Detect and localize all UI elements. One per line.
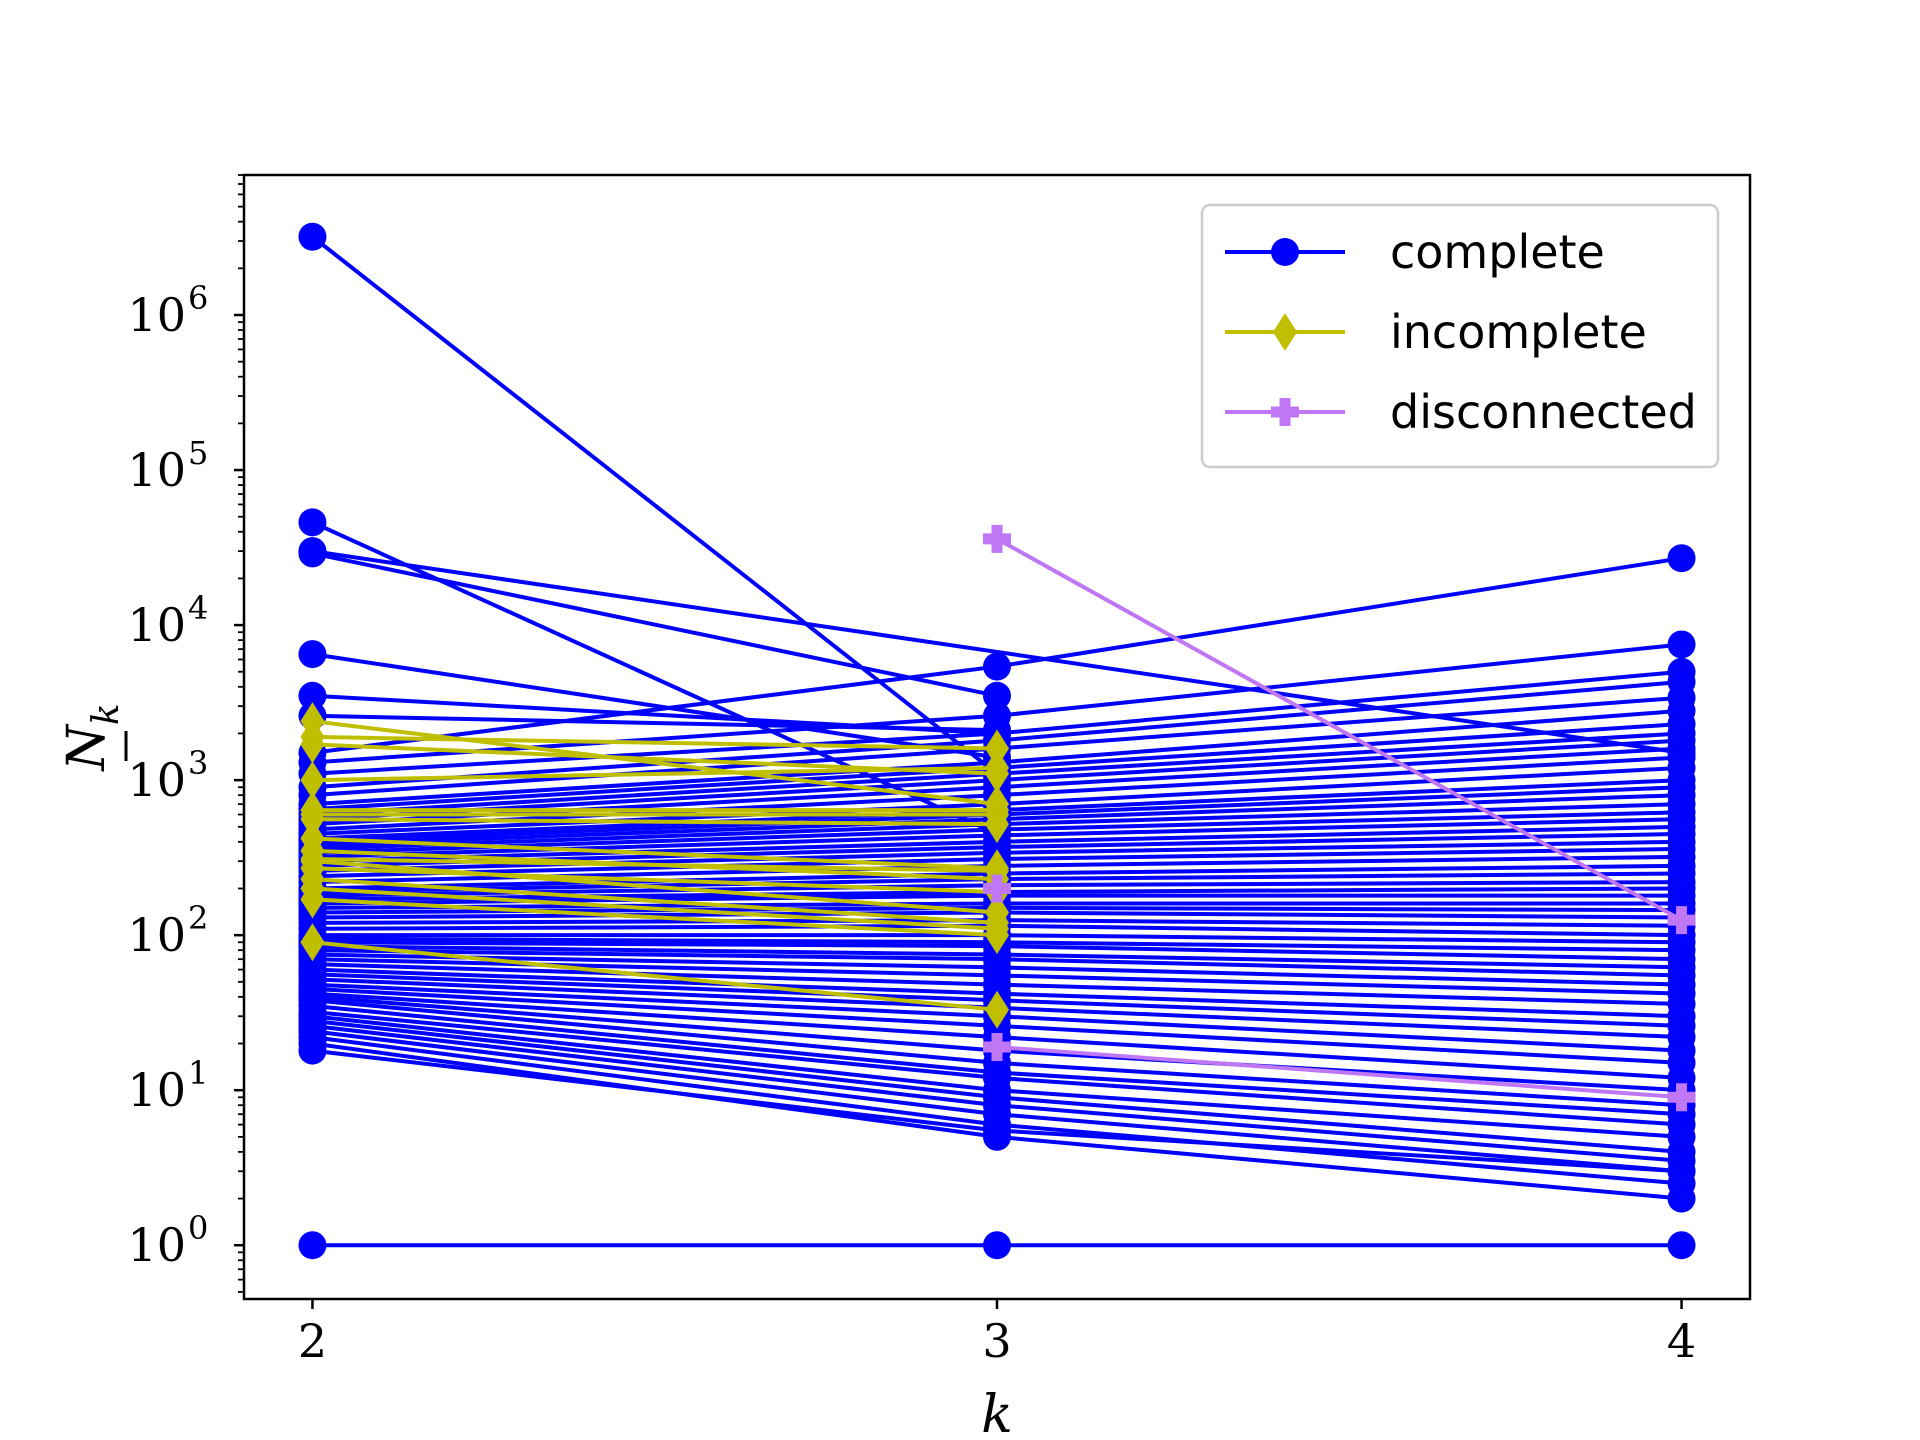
y-tick-exponent: 3 — [188, 744, 208, 782]
incomplete-point — [985, 990, 1009, 1029]
legend: complete incomplete disconnected — [1200, 203, 1720, 469]
complete-point — [298, 1036, 327, 1065]
complete-point — [1667, 1184, 1696, 1213]
complete-series-line — [312, 713, 998, 733]
legend-marker — [1271, 238, 1299, 266]
y-tick-label: 10 — [127, 908, 186, 962]
incomplete-point — [985, 916, 1009, 955]
incomplete-series-line — [312, 836, 998, 871]
y-tick-label: 10 — [127, 753, 186, 807]
incomplete-series-line — [312, 734, 998, 751]
incomplete-series-line — [312, 886, 998, 931]
complete-point — [298, 508, 327, 537]
legend-marker — [1271, 398, 1299, 426]
legend-label: complete — [1390, 225, 1605, 279]
incomplete-series-line — [312, 877, 998, 925]
y-tick-exponent: 2 — [188, 899, 208, 937]
y-tick-exponent: 4 — [188, 589, 208, 627]
y-tick-label: 10 — [127, 288, 186, 342]
y-tick-label: 10 — [127, 1218, 186, 1272]
complete-series-line — [312, 549, 1682, 755]
incomplete-series-line — [312, 856, 998, 873]
y-tick-exponent: 1 — [188, 1054, 208, 1092]
incomplete-series-line — [312, 940, 998, 1012]
complete-point — [983, 652, 1011, 681]
legend-label: incomplete — [1390, 305, 1647, 359]
complete-point — [298, 640, 327, 669]
y-axis-label-main: N — [57, 724, 117, 773]
complete-point — [1667, 630, 1696, 659]
disconnected-series-line — [996, 1044, 1682, 1100]
incomplete-point — [300, 800, 325, 839]
disconnected-point — [983, 874, 1011, 903]
complete-point — [983, 1231, 1011, 1260]
y-tick-exponent: 5 — [188, 434, 208, 472]
y-tick-label: 10 — [127, 1063, 186, 1117]
complete-series-line — [311, 235, 999, 776]
disconnected-series-line — [996, 537, 1683, 922]
x-tick-label: 4 — [1667, 1314, 1696, 1368]
y-tick-exponent: 6 — [188, 279, 208, 317]
incomplete-point — [300, 725, 325, 764]
y-tick-exponent: 0 — [188, 1209, 208, 1247]
incomplete-series-line — [312, 897, 998, 938]
disconnected-point — [1667, 1083, 1696, 1112]
incomplete-point — [985, 805, 1009, 844]
complete-point — [298, 681, 327, 710]
complete-point — [1667, 1157, 1696, 1186]
series-group-incomplete — [300, 702, 1009, 1029]
x-tick-label: 2 — [298, 1314, 327, 1368]
complete-point — [298, 222, 327, 251]
legend-box — [1200, 203, 1720, 469]
legend-entry-incomplete: incomplete — [1225, 305, 1647, 359]
incomplete-point — [985, 851, 1009, 890]
complete-point — [1667, 544, 1696, 573]
incomplete-series-line — [312, 866, 998, 894]
complete-point — [1667, 1231, 1696, 1260]
incomplete-series-line — [312, 765, 998, 783]
complete-series-line — [312, 551, 998, 698]
incomplete-series-line — [312, 719, 998, 807]
x-axis: 2 3 4 — [298, 1299, 1696, 1368]
legend-entry-disconnected: disconnected — [1225, 385, 1697, 439]
series-group-disconnected — [983, 524, 1696, 1112]
incomplete-series-line — [312, 859, 998, 915]
complete-point — [298, 539, 327, 568]
y-tick-label: 10 — [127, 598, 186, 652]
y-axis-label: Nk — [57, 703, 128, 773]
incomplete-point — [300, 880, 325, 919]
complete-point — [298, 1231, 327, 1260]
incomplete-point — [985, 729, 1009, 768]
svg-text:Nk: Nk — [57, 703, 127, 772]
disconnected-point — [983, 1032, 1011, 1061]
legend-label: disconnected — [1390, 385, 1697, 439]
y-tick-label: 10 — [127, 443, 186, 497]
disconnected-point — [983, 524, 1011, 553]
x-tick-label: 3 — [982, 1314, 1011, 1368]
incomplete-point — [300, 761, 325, 800]
x-axis-label: k — [981, 1385, 1013, 1440]
complete-point — [983, 681, 1011, 710]
incomplete-series-line — [312, 817, 998, 827]
incomplete-point — [985, 748, 1009, 787]
legend-entry-complete: complete — [1225, 225, 1605, 279]
incomplete-point — [300, 923, 325, 962]
disconnected-point — [1667, 906, 1696, 935]
series-layer — [298, 222, 1696, 1260]
complete-point — [983, 1116, 1011, 1145]
legend-marker — [1273, 313, 1297, 351]
y-axis-label-sub: k — [86, 703, 127, 725]
